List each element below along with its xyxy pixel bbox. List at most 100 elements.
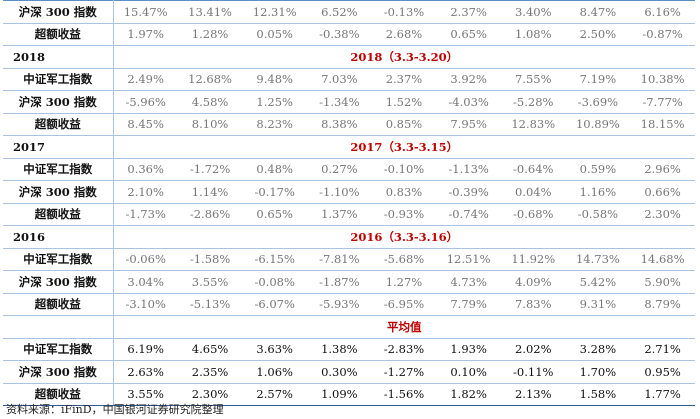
table-cell: 9.48%	[242, 68, 308, 91]
table-cell: 3.04%	[113, 270, 178, 294]
table-cell: 1.27%	[371, 270, 437, 294]
table-row: 超额收益 -3.10% -5.13% -6.07% -5.93% -6.95% 7.79% 7…	[3, 293, 695, 316]
table-cell: 14.68%	[630, 248, 695, 271]
section-title: 2017（3.3-3.15）	[112, 135, 695, 159]
table-cell: -0.64%	[500, 158, 566, 181]
table-cell: 12.83%	[500, 113, 566, 136]
table-cell: 2.35%	[177, 360, 243, 384]
table-cell: 8.47%	[565, 0, 631, 24]
table-cell: -0.17%	[242, 180, 308, 204]
table-cell: -2.83%	[371, 338, 437, 361]
year-label: 2017	[3, 135, 114, 159]
table-cell: 2.49%	[113, 68, 178, 91]
table-cell: 2.96%	[630, 158, 695, 181]
row-label: 中证军工指数	[3, 338, 114, 361]
row-label: 沪深 300 指数	[3, 270, 114, 294]
table-row: 中证军工指数 0.36% -1.72% 0.48% 0.27% -0.10% -1.13% -…	[3, 158, 695, 181]
table-cell: 5.90%	[630, 270, 695, 294]
table-cell: 4.65%	[177, 338, 243, 361]
table-row: 沪深 300 指数 -5.96% 4.58% 1.25% -1.34% 1.52% -4.0…	[3, 90, 695, 114]
table-cell: 1.14%	[177, 180, 243, 204]
table-cell: 1.58%	[565, 383, 631, 406]
table-cell: -1.87%	[307, 270, 372, 294]
table-cell: 6.19%	[113, 338, 178, 361]
table-cell: 4.09%	[500, 270, 566, 294]
table-cell: -0.11%	[500, 360, 566, 384]
table-cell: -0.38%	[307, 23, 372, 46]
row-label: 沪深 300 指数	[3, 360, 114, 384]
table-cell: 3.28%	[565, 338, 631, 361]
table-cell: 1.82%	[436, 383, 501, 406]
table-cell: -1.34%	[307, 90, 372, 114]
table-cell: -1.10%	[307, 180, 372, 204]
table-cell: 1.97%	[113, 23, 178, 46]
table-cell: 7.83%	[500, 293, 566, 316]
table-cell: 7.55%	[500, 68, 566, 91]
table-cell: -0.74%	[436, 203, 501, 226]
table-cell: 2.57%	[242, 383, 308, 406]
table-cell: -5.93%	[307, 293, 372, 316]
table-cell: -6.95%	[371, 293, 437, 316]
table-cell: 18.15%	[630, 113, 695, 136]
table-row: 中证军工指数 2.49% 12.68% 9.48% 7.03% 2.37% 3.92% 7.5…	[3, 68, 695, 91]
row-label: 沪深 300 指数	[3, 180, 114, 204]
table-cell: 2.68%	[371, 23, 437, 46]
row-label: 超额收益	[3, 113, 114, 136]
table-cell: 12.51%	[436, 248, 501, 271]
table-cell: 8.10%	[177, 113, 243, 136]
table-cell: 2.50%	[565, 23, 631, 46]
table-cell: -1.13%	[436, 158, 501, 181]
table-cell: 9.31%	[565, 293, 631, 316]
table-cell: 0.83%	[371, 180, 437, 204]
table-cell: -0.87%	[630, 23, 695, 46]
table-cell: 0.85%	[371, 113, 437, 136]
table-row: 超额收益 8.45% 8.10% 8.23% 8.38% 0.85% 7.95% 12.83%…	[3, 113, 695, 136]
row-label: 中证军工指数	[3, 68, 114, 91]
table-cell: 1.16%	[565, 180, 631, 204]
table-row: 中证军工指数 6.19% 4.65% 3.63% 1.38% -2.83% 1.93% 2.0…	[3, 338, 695, 361]
table-cell: 1.28%	[177, 23, 243, 46]
row-label: 沪深 300 指数	[3, 0, 114, 24]
table-cell: 1.93%	[436, 338, 501, 361]
table-cell: 0.59%	[565, 158, 631, 181]
table-cell: 1.70%	[565, 360, 631, 384]
table-cell: -6.07%	[242, 293, 308, 316]
table-cell: 1.06%	[242, 360, 308, 384]
table-cell: 3.63%	[242, 338, 308, 361]
table-cell: 7.95%	[436, 113, 501, 136]
table-cell: 0.95%	[630, 360, 695, 384]
table-cell: 0.65%	[436, 23, 501, 46]
table-cell: 1.77%	[630, 383, 695, 406]
table-cell: 1.25%	[242, 90, 308, 114]
table-cell: 0.66%	[630, 180, 695, 204]
table-cell: 2.63%	[113, 360, 178, 384]
table-cell: -7.77%	[630, 90, 695, 114]
table-cell: 2.30%	[177, 383, 243, 406]
table-cell: -0.58%	[565, 203, 631, 226]
table-cell: 1.37%	[307, 203, 372, 226]
table-cell: -7.81%	[307, 248, 372, 271]
table-row: 沪深 300 指数 2.63% 2.35% 1.06% 0.30% -1.27% 0.10%…	[3, 360, 695, 384]
table-cell: 8.38%	[307, 113, 372, 136]
returns-table-grid: 沪深 300 指数 15.47% 13.41% 12.31% 6.52% -0.13% 2.…	[3, 0, 695, 406]
table-cell: 0.30%	[307, 360, 372, 384]
table-cell: 10.89%	[565, 113, 631, 136]
table-cell: 0.04%	[500, 180, 566, 204]
row-label: 超额收益	[3, 293, 114, 316]
row-label: 超额收益	[3, 23, 114, 46]
year-label	[3, 315, 114, 339]
table-cell: -0.08%	[242, 270, 308, 294]
table-cell: -0.13%	[371, 0, 437, 24]
row-label: 超额收益	[3, 203, 114, 226]
table-cell: 2.71%	[630, 338, 695, 361]
returns-table: 沪深 300 指数 15.47% 13.41% 12.31% 6.52% -0.13% 2.…	[3, 0, 695, 406]
section-header-row: 平均值	[3, 315, 695, 339]
table-cell: -0.10%	[371, 158, 437, 181]
table-row: 沪深 300 指数 3.04% 3.55% -0.08% -1.87% 1.27% 4.73…	[3, 270, 695, 294]
table-cell: -1.56%	[371, 383, 437, 406]
table-row: 中证军工指数 -0.06% -1.58% -6.15% -7.81% -5.68% 12.5…	[3, 248, 695, 271]
table-cell: 7.03%	[307, 68, 372, 91]
table-cell: -0.68%	[500, 203, 566, 226]
table-cell: -5.96%	[113, 90, 178, 114]
table-cell: -0.93%	[371, 203, 437, 226]
